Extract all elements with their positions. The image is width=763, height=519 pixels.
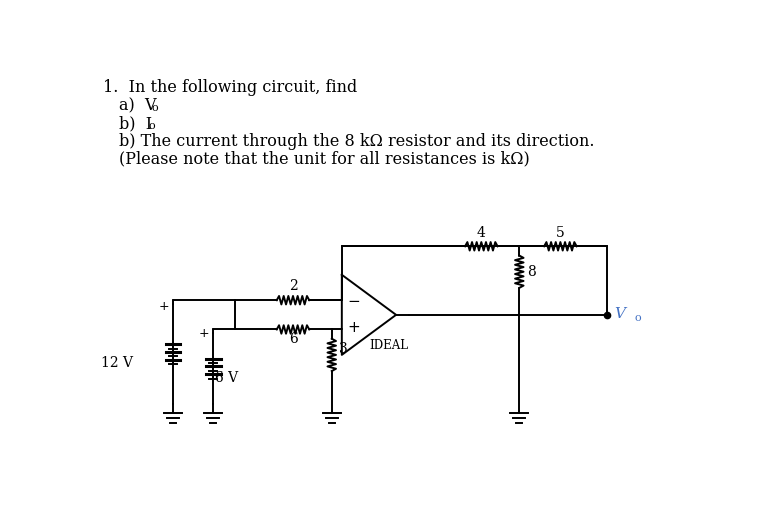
Text: o: o [148, 121, 155, 131]
Text: (Please note that the unit for all resistances is kΩ): (Please note that the unit for all resis… [118, 151, 530, 168]
Text: 6 V: 6 V [214, 371, 238, 385]
Text: −: − [347, 294, 360, 309]
Text: 8: 8 [527, 265, 536, 279]
Text: 3: 3 [340, 342, 348, 356]
Text: +: + [347, 320, 360, 335]
Text: b)  I: b) I [118, 115, 152, 132]
Text: +: + [158, 300, 169, 313]
Text: 2: 2 [288, 279, 298, 293]
Text: 12 V: 12 V [101, 357, 133, 371]
Text: 1.  In the following circuit, find: 1. In the following circuit, find [103, 79, 357, 96]
Text: V: V [615, 307, 626, 321]
Text: o: o [152, 103, 159, 113]
Text: b) The current through the 8 kΩ resistor and its direction.: b) The current through the 8 kΩ resistor… [118, 133, 594, 150]
Text: a)  V: a) V [118, 98, 156, 115]
Text: +: + [198, 327, 209, 340]
Text: 4: 4 [477, 226, 486, 240]
Text: o: o [635, 313, 642, 323]
Text: IDEAL: IDEAL [369, 339, 408, 352]
Text: 5: 5 [556, 226, 565, 240]
Text: 6: 6 [288, 332, 298, 346]
